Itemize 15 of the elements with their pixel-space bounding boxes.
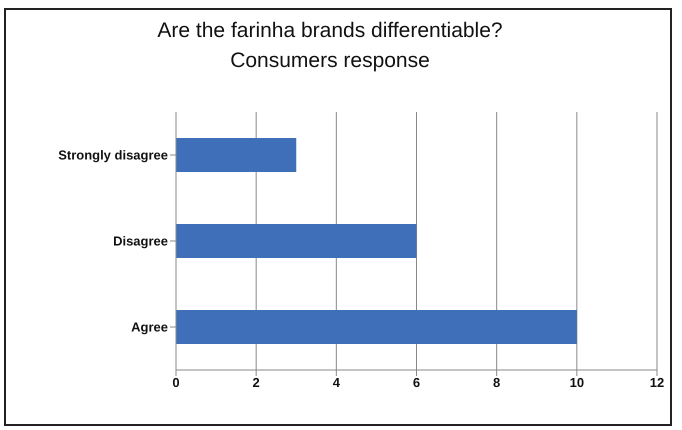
chart-title: Are the farinha brands differentiable? xyxy=(156,18,504,44)
x-tick-label: 4 xyxy=(332,375,341,390)
chart-subtitle: Consumers response xyxy=(229,48,431,74)
x-tick-label: 6 xyxy=(412,375,420,390)
bar xyxy=(176,310,577,344)
x-tick-label: 8 xyxy=(493,375,500,390)
x-tick-label: 2 xyxy=(252,375,260,390)
bar xyxy=(176,224,416,258)
x-tick-label: 10 xyxy=(570,375,584,390)
x-tick-label: 0 xyxy=(172,375,180,390)
y-tick-label: Strongly disagree xyxy=(58,148,168,163)
y-tick-label: Disagree xyxy=(113,234,168,249)
bar xyxy=(176,138,296,172)
y-tick-label: Agree xyxy=(131,320,168,335)
x-tick-label: 12 xyxy=(650,375,664,390)
